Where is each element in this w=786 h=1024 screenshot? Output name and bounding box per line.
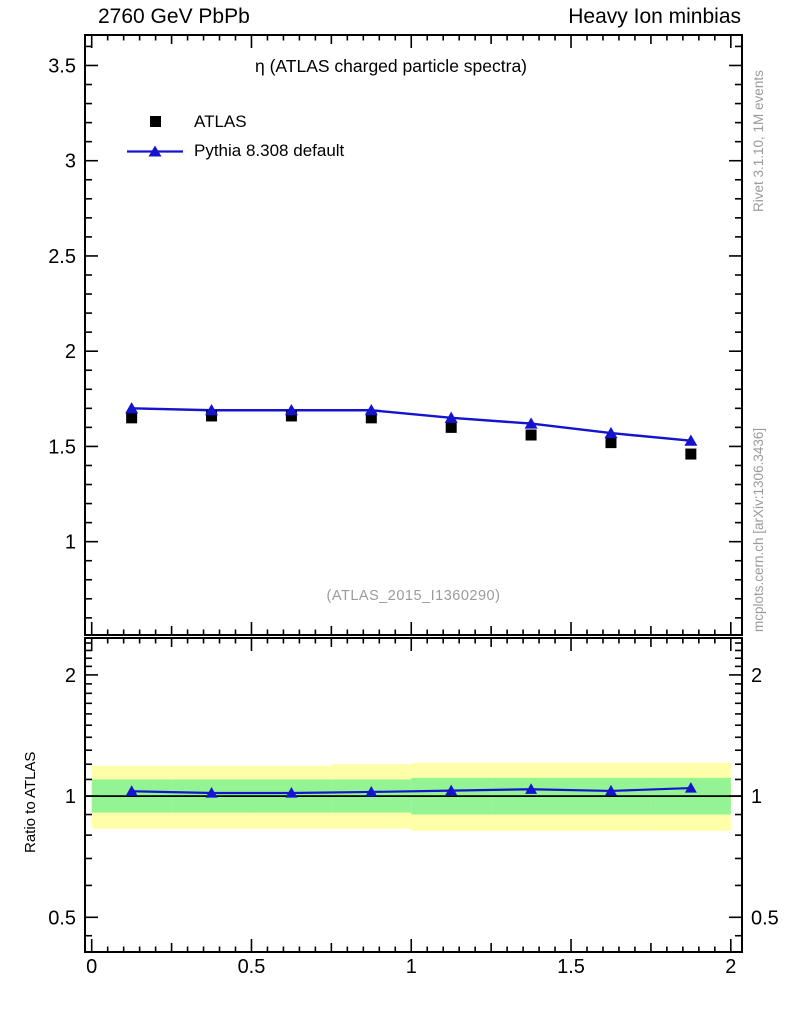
legend-label-pythia: Pythia 8.308 default — [194, 140, 345, 160]
triangle-marker-icon — [126, 143, 184, 159]
svg-text:2: 2 — [65, 665, 76, 687]
svg-text:0: 0 — [86, 956, 97, 978]
legend-item-atlas: ATLAS — [126, 107, 344, 136]
svg-text:2: 2 — [751, 665, 762, 687]
analysis-id-watermark: (ATLAS_2015_I1360290) — [326, 588, 501, 604]
svg-text:2: 2 — [65, 341, 76, 363]
svg-text:0.5: 0.5 — [238, 956, 266, 978]
mcplots-reference-note: mcplots.cern.ch [arXiv:1306.3436] — [751, 427, 766, 632]
svg-text:1: 1 — [65, 532, 76, 554]
legend-label-atlas: ATLAS — [194, 111, 247, 131]
svg-text:1.5: 1.5 — [48, 436, 76, 458]
svg-text:1: 1 — [65, 786, 76, 808]
rivet-version-note: Rivet 3.1.10, 1M events — [751, 70, 766, 212]
ratio-axis-label: Ratio to ATLAS — [22, 751, 39, 853]
legend: ATLAS Pythia 8.308 default — [126, 107, 344, 165]
svg-text:2: 2 — [725, 956, 736, 978]
svg-text:1: 1 — [751, 786, 762, 808]
svg-text:3: 3 — [65, 151, 76, 173]
svg-text:0.5: 0.5 — [48, 907, 76, 929]
svg-text:1.5: 1.5 — [557, 956, 585, 978]
process-type-label: Heavy Ion minbias — [568, 5, 741, 28]
svg-text:1: 1 — [406, 956, 417, 978]
svg-text:3.5: 3.5 — [48, 55, 76, 77]
svg-text:0.5: 0.5 — [751, 907, 779, 929]
square-marker-icon — [126, 116, 184, 127]
plot-title: η (ATLAS charged particle spectra) — [254, 56, 528, 76]
legend-item-pythia: Pythia 8.308 default — [126, 136, 344, 165]
svg-text:2.5: 2.5 — [48, 246, 76, 268]
beam-energy-label: 2760 GeV PbPb — [98, 5, 250, 28]
